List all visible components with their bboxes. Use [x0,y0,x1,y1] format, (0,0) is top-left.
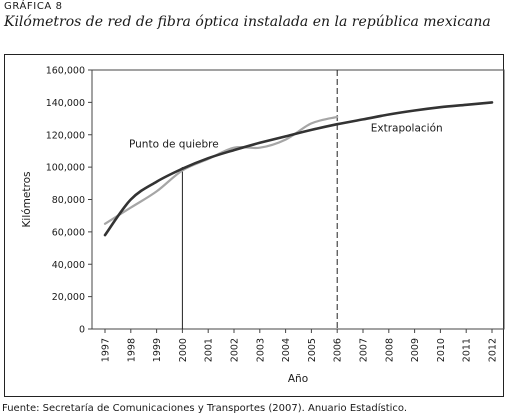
x-tick-label: 2007 [359,338,370,362]
y-tick-label: 140,000 [46,98,85,109]
x-tick-label: 2004 [281,338,292,362]
y-tick-label: 40,000 [52,260,85,271]
x-tick-label: 1998 [126,338,137,362]
figure-label: GRÁFICA 8 [4,1,63,12]
y-tick-label: 60,000 [52,227,85,238]
x-tick-label: 2011 [462,338,473,362]
x-tick-label: 2010 [436,338,447,362]
extrapolation-label: Extrapolación [371,123,443,135]
y-tick-label: 20,000 [52,292,85,303]
x-axis-label: Año [288,373,308,385]
x-tick-label: 2009 [410,338,421,362]
x-tick-label: 1997 [101,338,112,362]
y-axis-label: Kilómetros [21,172,33,228]
y-tick-label: 0 [79,325,85,336]
x-tick-label: 2005 [307,338,318,362]
x-tick-label: 2001 [204,338,215,362]
fitted-series-line [103,101,494,237]
x-tick-label: 2003 [255,338,266,362]
x-tick-label: 2008 [384,338,395,362]
figure-title: Kilómetros de red de fibra óptica instal… [4,14,491,30]
y-tick-label: 100,000 [46,163,85,174]
y-tick-label: 160,000 [46,66,85,77]
breakpoint-label: Punto de quiebre [129,139,219,151]
x-tick-label: 1999 [152,338,163,362]
y-tick-label: 80,000 [52,195,85,206]
y-tick-label: 120,000 [46,130,85,141]
source-note: Fuente: Secretaría de Comunicaciones y T… [2,403,408,414]
plot-area [91,69,505,330]
x-tick-label: 2012 [488,338,499,362]
x-tick-label: 2006 [333,338,344,362]
x-tick-label: 2002 [230,338,241,362]
x-tick-label: 2000 [178,338,189,362]
